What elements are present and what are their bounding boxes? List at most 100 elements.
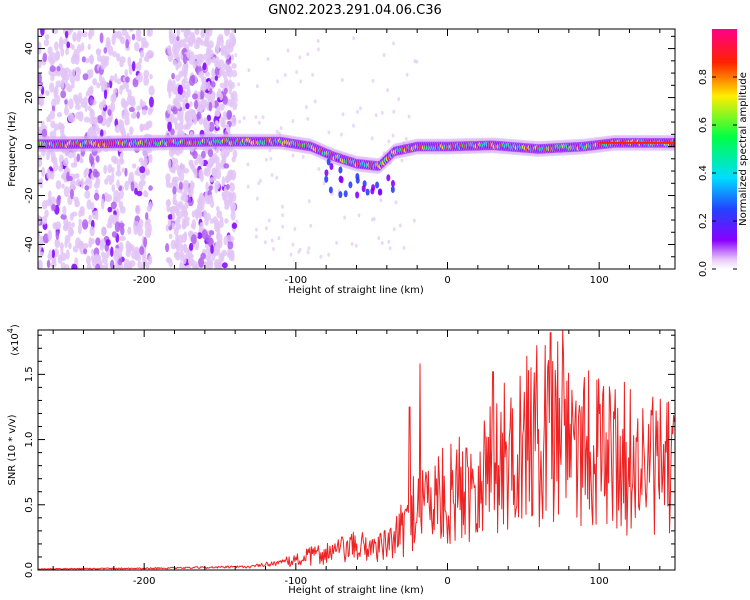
noise-speckle (111, 92, 117, 102)
noise-speckle (261, 115, 265, 120)
noise-speckle (206, 163, 213, 169)
noise-speckle (148, 185, 153, 191)
noise-speckle (135, 61, 142, 72)
noise-speckle (103, 88, 108, 100)
noise-speckle (247, 68, 251, 73)
noise-speckle (93, 181, 100, 189)
noise-speckle (238, 119, 242, 124)
noise-speckle (210, 76, 216, 82)
noise-speckle (177, 39, 182, 49)
noise-speckle (38, 83, 43, 91)
noise-speckle (125, 82, 129, 93)
noise-speckle (120, 127, 126, 136)
noise-speckle (125, 240, 131, 251)
snr-panel: -200 -100 0 100 0.0 0.5 1.0 1.5 Height of strai… (6, 324, 676, 596)
noise-speckle (136, 35, 142, 42)
noise-speckle (341, 77, 344, 82)
noise-speckle (70, 162, 78, 168)
noise-speckle (254, 115, 258, 120)
spectrogram-marks (38, 29, 675, 269)
noise-speckle (210, 244, 214, 254)
noise-speckle (88, 29, 95, 37)
noise-speckle (374, 113, 378, 118)
noise-speckle (84, 185, 90, 191)
noise-speckle (306, 116, 310, 121)
noise-speckle (176, 29, 181, 37)
noise-speckle (74, 104, 81, 110)
noise-speckle (92, 78, 98, 86)
noise-speckle (103, 164, 108, 175)
noise-speckle (51, 156, 58, 165)
noise-speckle (38, 261, 41, 269)
noise-speckle (223, 77, 228, 84)
noise-speckle (88, 214, 93, 221)
noise-speckle (116, 78, 122, 85)
noise-speckle (176, 210, 184, 220)
noise-speckle (175, 53, 181, 62)
noise-speckle (143, 41, 149, 49)
noise-speckle (227, 111, 232, 120)
colorbar-label: Normalized spectral amplitude (738, 72, 749, 226)
noise-speckle (38, 59, 42, 69)
noise-speckle (68, 242, 72, 250)
noise-speckle (133, 220, 139, 227)
noise-speckle (231, 81, 235, 90)
noise-speckle (50, 52, 57, 64)
noise-speckle (138, 57, 143, 64)
noise-speckle (205, 195, 211, 205)
noise-speckle (175, 163, 180, 171)
noise-speckle (281, 213, 285, 218)
noise-speckle (211, 56, 217, 64)
noise-speckle (111, 184, 116, 193)
noise-speckle (198, 257, 205, 269)
noise-speckle (168, 116, 173, 123)
noise-speckle (133, 182, 139, 191)
noise-speckle (112, 157, 119, 165)
noise-speckle (228, 84, 233, 95)
noise-speckle (229, 102, 233, 108)
noise-speckle (235, 98, 239, 103)
noise-speckle (198, 169, 202, 179)
noise-speckle (82, 243, 89, 249)
noise-speckle (53, 161, 59, 172)
noise-speckle (71, 263, 78, 269)
noise-speckle (144, 219, 149, 231)
noise-speckle (216, 210, 223, 219)
noise-speckle (166, 198, 171, 206)
noise-speckle (61, 183, 65, 189)
noise-speckle (68, 29, 74, 34)
noise-speckle (64, 264, 70, 269)
noise-speckle (100, 226, 107, 237)
noise-speckle (84, 190, 91, 199)
ridge-streak (386, 174, 391, 182)
noise-speckle (286, 48, 290, 53)
noise-speckle (49, 82, 55, 93)
noise-speckle (97, 114, 104, 124)
noise-speckle (96, 82, 101, 89)
noise-speckle (189, 31, 193, 40)
colorbar-tick-label: 0.0 (698, 261, 709, 277)
noise-speckle (111, 171, 115, 183)
noise-speckle (62, 205, 67, 216)
noise-speckle (407, 114, 411, 119)
noise-speckle (58, 39, 64, 51)
noise-speckle (356, 109, 359, 114)
y-tick-label: 0.0 (24, 562, 35, 578)
noise-speckle (218, 37, 224, 47)
noise-speckle (182, 67, 188, 78)
noise-speckle (232, 36, 236, 47)
noise-speckle (110, 259, 115, 269)
noise-speckle (387, 239, 391, 244)
colorbar-ticks: 0.0 0.2 0.4 0.6 0.8 (698, 69, 737, 277)
ridge-streak (377, 188, 382, 196)
noise-speckle (190, 74, 196, 82)
ridge-streak (343, 190, 348, 198)
noise-speckle (134, 41, 140, 52)
noise-speckle (139, 246, 145, 256)
noise-speckle (40, 29, 45, 37)
noise-speckle (392, 109, 396, 114)
noise-speckle (228, 173, 235, 180)
noise-speckle (225, 58, 232, 65)
noise-speckle (255, 227, 258, 232)
